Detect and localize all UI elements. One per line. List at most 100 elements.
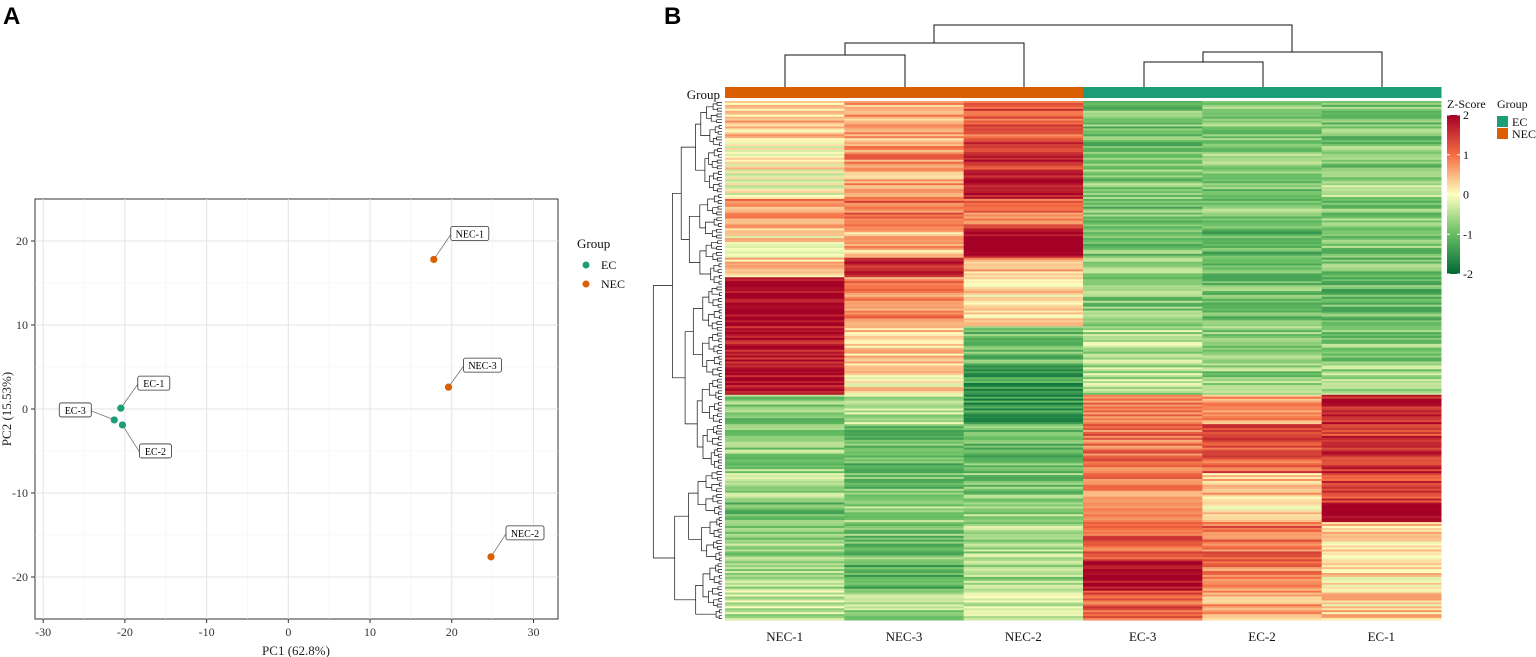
heatmap-cell (725, 243, 845, 247)
heatmap-cell (725, 569, 845, 572)
heatmap-cell (725, 228, 845, 231)
heatmap-cell (963, 367, 1084, 370)
heatmap-cell (1202, 539, 1323, 543)
heatmap-cell (725, 392, 845, 396)
heatmap-cell (963, 443, 1084, 447)
heatmap-cell (844, 285, 965, 288)
heatmap-cell (1083, 126, 1203, 129)
heatmap-cell (725, 148, 845, 151)
heatmap-cell (1083, 159, 1203, 163)
heatmap-cell (1202, 142, 1323, 145)
x-tick-label: -20 (117, 625, 133, 639)
heatmap-cell (844, 602, 965, 605)
heatmap-cell (1083, 153, 1203, 157)
heatmap-cell (844, 379, 965, 382)
heatmap-cell (725, 224, 845, 227)
heatmap-cell (1321, 163, 1442, 167)
heatmap-cell (1202, 486, 1323, 490)
heatmap-cell (1321, 498, 1442, 502)
group-annotation-label: Group (687, 87, 720, 102)
heatmap-cell (1202, 600, 1323, 603)
heatmap-cell (725, 592, 845, 596)
heatmap-cell (844, 537, 965, 541)
heatmap-cell (725, 181, 845, 184)
heatmap-cell (844, 334, 965, 337)
heatmap-cell (1321, 545, 1442, 549)
heatmap-cell (844, 430, 965, 433)
heatmap-cell (1202, 545, 1323, 549)
heatmap-cell (844, 290, 965, 294)
heatmap-cell (963, 518, 1084, 521)
heatmap-cell (1321, 520, 1442, 523)
heatmap-cell (1202, 102, 1323, 106)
heatmap-cell (844, 461, 965, 464)
heatmap-cell (1202, 500, 1323, 503)
heatmap-cell (844, 561, 965, 564)
point-label: NEC-1 (456, 229, 484, 240)
heatmap-cell (725, 308, 845, 312)
colorbar-tick-label: 1 (1463, 148, 1469, 162)
heatmap-cell (1202, 214, 1323, 218)
heatmap-cell (1321, 255, 1442, 259)
heatmap-cell (963, 118, 1084, 122)
heatmap-cell (844, 422, 965, 425)
heatmap-cell (725, 598, 845, 601)
heatmap-cell (1083, 261, 1203, 265)
heatmap-cell (844, 359, 965, 362)
heatmap-cell (963, 549, 1084, 552)
heatmap-cell (1321, 424, 1442, 427)
heatmap-cell (725, 179, 845, 182)
heatmap-cell (963, 418, 1084, 421)
heatmap-cell (1083, 580, 1203, 584)
heatmap-cell (844, 484, 965, 488)
heatmap-cell (725, 149, 845, 153)
heatmap-cell (725, 216, 845, 220)
heatmap-cell (963, 471, 1084, 474)
heatmap-cell (725, 336, 845, 339)
heatmap-cell (963, 504, 1084, 507)
heatmap-cell (1321, 259, 1442, 263)
pca-legend-title: Group (577, 236, 610, 251)
heatmap-cell (1083, 435, 1203, 439)
heatmap-cell (1202, 525, 1323, 529)
heatmap-cell (844, 449, 965, 453)
heatmap-cell (1321, 151, 1442, 155)
heatmap-legend-label-nec: NEC (1512, 127, 1536, 141)
heatmap-cell (963, 114, 1084, 118)
heatmap-cell (1202, 531, 1323, 535)
heatmap-cell (725, 506, 845, 509)
heatmap-cell (1083, 326, 1203, 329)
heatmap-cell (963, 300, 1084, 304)
heatmap-cell (844, 171, 965, 174)
heatmap-cell (1202, 616, 1323, 619)
heatmap-cell (844, 539, 965, 543)
heatmap-cell (1083, 289, 1203, 292)
heatmap-cell (1321, 482, 1442, 486)
heatmap-cell (844, 138, 965, 141)
heatmap-cell (844, 216, 965, 220)
heatmap-cell (1202, 602, 1323, 605)
heatmap-cell (963, 473, 1084, 476)
heatmap-cell (1321, 193, 1442, 196)
heatmap-cell (1321, 547, 1442, 550)
heatmap-cell (1202, 132, 1323, 135)
heatmap-cell (963, 379, 1084, 382)
heatmap-cell (1202, 490, 1323, 494)
heatmap-cell (844, 187, 965, 190)
heatmap-cell (1321, 572, 1442, 576)
heatmap-cell (1202, 122, 1323, 126)
heatmap-cell (1321, 555, 1442, 558)
heatmap-cell (844, 112, 965, 116)
heatmap-cell (844, 553, 965, 556)
y-tick-label: 10 (16, 318, 28, 332)
heatmap-cell (844, 240, 965, 243)
heatmap-cell (1083, 551, 1203, 554)
heatmap-cell (1083, 202, 1203, 206)
heatmap-cell (1083, 220, 1203, 223)
heatmap-cell (844, 506, 965, 509)
heatmap-cell (1202, 543, 1323, 547)
heatmap-cell (1321, 183, 1442, 186)
heatmap-cell (725, 212, 845, 216)
heatmap-cell (844, 394, 965, 398)
heatmap-cell (844, 508, 965, 511)
